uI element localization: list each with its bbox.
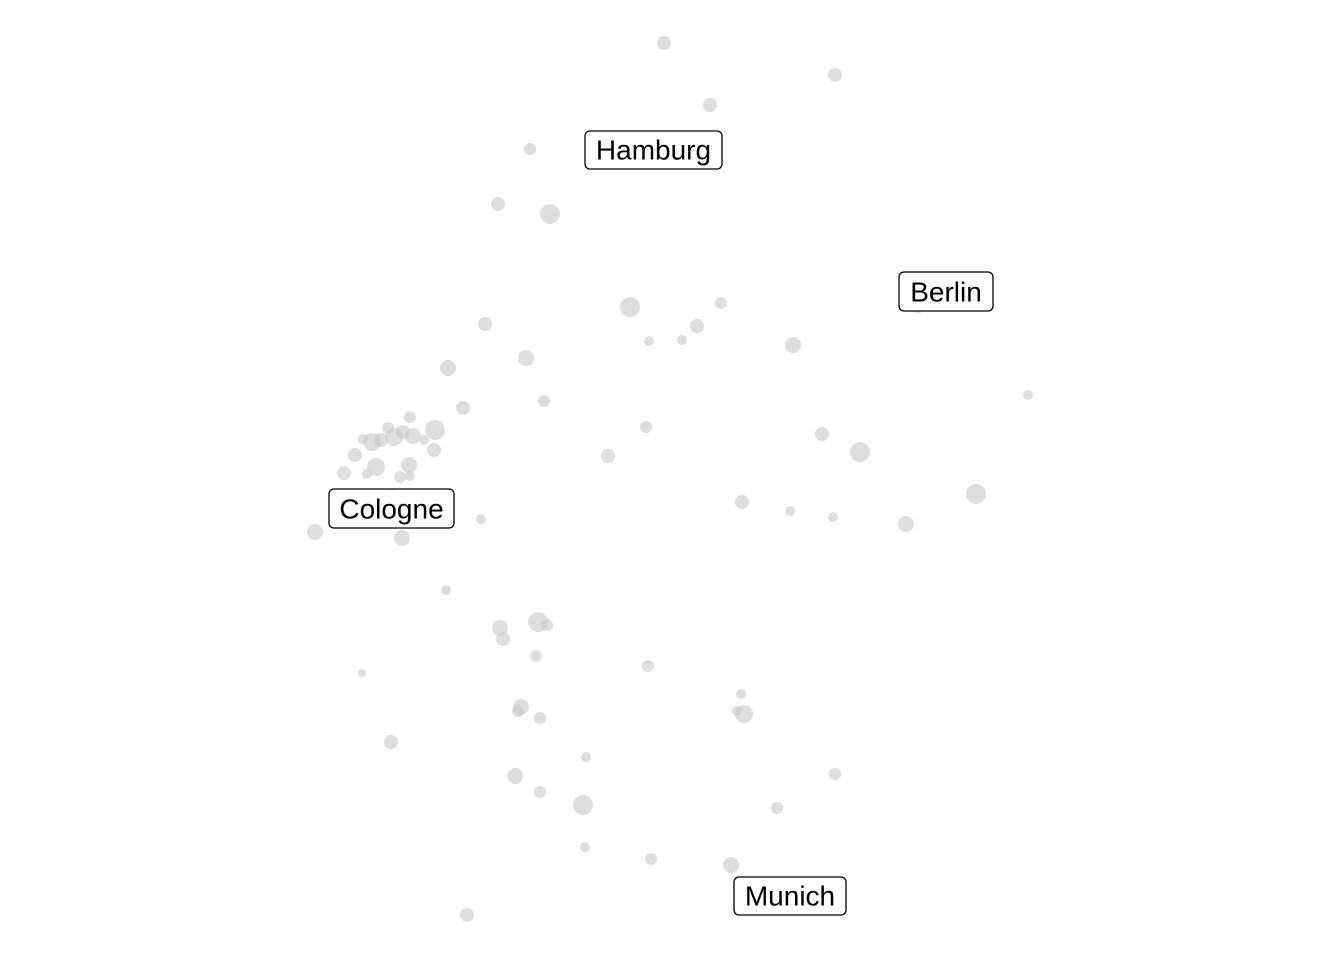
city-point — [573, 795, 593, 815]
label-cologne: Cologne — [328, 488, 455, 529]
city-point — [534, 786, 546, 798]
city-point — [657, 36, 671, 50]
city-point — [507, 768, 523, 784]
city-point — [601, 449, 615, 463]
city-point — [530, 650, 542, 662]
city-point — [478, 317, 492, 331]
city-point — [850, 442, 870, 462]
city-point — [581, 752, 591, 762]
city-point — [640, 421, 652, 433]
city-point — [440, 360, 456, 376]
label-cologne-box — [328, 488, 455, 529]
label-hamburg: Hamburg — [584, 130, 723, 170]
city-point — [419, 435, 429, 445]
city-point — [785, 506, 795, 516]
city-point — [966, 484, 986, 504]
city-point — [538, 395, 550, 407]
city-point — [771, 802, 783, 814]
city-point — [815, 427, 829, 441]
city-point — [512, 705, 524, 717]
city-point — [384, 735, 398, 749]
city-point — [427, 443, 441, 457]
city-point — [476, 514, 486, 524]
city-point — [677, 335, 687, 345]
city-point — [534, 712, 546, 724]
city-point — [735, 495, 749, 509]
city-point — [491, 197, 505, 211]
city-point — [715, 297, 727, 309]
label-munich-text: Munich — [745, 881, 835, 912]
city-point — [337, 466, 351, 480]
city-point — [348, 448, 362, 462]
city-point — [828, 68, 842, 82]
city-point — [492, 620, 508, 636]
city-point — [644, 336, 654, 346]
label-hamburg-text: Hamburg — [596, 135, 711, 166]
label-munich-box — [733, 876, 847, 916]
city-point — [401, 457, 417, 473]
city-point — [829, 768, 841, 780]
label-munich: Munich — [733, 876, 847, 916]
city-point — [690, 319, 704, 333]
city-point — [404, 411, 416, 423]
city-point — [642, 660, 654, 672]
city-point — [620, 297, 640, 317]
city-point — [496, 632, 510, 646]
city-point — [518, 350, 534, 366]
city-point — [307, 524, 323, 540]
city-point — [456, 401, 470, 415]
city-point — [540, 204, 560, 224]
city-point — [460, 908, 474, 922]
city-point — [524, 143, 536, 155]
city-point — [358, 669, 366, 677]
label-berlin: Berlin — [898, 271, 994, 312]
label-berlin-box — [898, 271, 994, 312]
city-point — [736, 689, 746, 699]
city-point — [645, 853, 657, 865]
city-point — [732, 706, 742, 716]
city-point — [723, 857, 739, 873]
city-labels: Hamburg Berlin Cologne Munich — [328, 130, 994, 916]
city-point — [394, 471, 406, 483]
city-point — [441, 585, 451, 595]
city-point — [425, 420, 445, 440]
city-point — [385, 428, 403, 446]
label-hamburg-box — [584, 130, 723, 170]
city-point — [405, 471, 415, 481]
label-cologne-text: Cologne — [339, 494, 443, 525]
city-point — [362, 469, 372, 479]
city-point — [580, 842, 590, 852]
city-point — [828, 512, 838, 522]
city-point — [358, 434, 368, 444]
city-point — [405, 428, 421, 444]
city-point — [541, 619, 553, 631]
label-berlin-text: Berlin — [910, 277, 982, 308]
city-point — [394, 530, 410, 546]
city-point — [367, 458, 385, 476]
city-point — [703, 98, 717, 112]
city-point — [785, 337, 801, 353]
city-point — [898, 516, 914, 532]
city-point — [1023, 390, 1033, 400]
